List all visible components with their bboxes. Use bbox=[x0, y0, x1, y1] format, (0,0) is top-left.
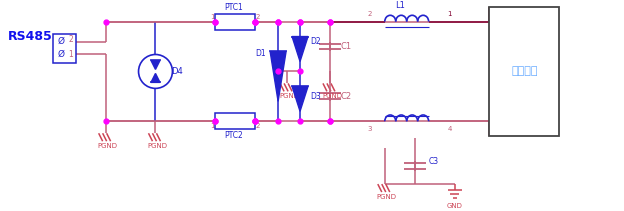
Polygon shape bbox=[151, 61, 160, 69]
Polygon shape bbox=[151, 73, 160, 83]
Text: 2: 2 bbox=[256, 123, 260, 129]
Text: GND: GND bbox=[447, 203, 462, 209]
Text: D2: D2 bbox=[310, 37, 321, 46]
Text: C1: C1 bbox=[340, 42, 351, 51]
Text: Ø: Ø bbox=[57, 50, 64, 59]
Text: 1: 1 bbox=[69, 50, 73, 59]
Text: 2: 2 bbox=[368, 11, 372, 17]
Text: 2: 2 bbox=[69, 35, 73, 44]
Text: C2: C2 bbox=[340, 92, 351, 101]
Bar bbox=[489, 7, 559, 136]
Text: D1: D1 bbox=[255, 49, 266, 58]
Polygon shape bbox=[270, 51, 286, 101]
Polygon shape bbox=[292, 86, 308, 111]
Polygon shape bbox=[292, 37, 308, 61]
Text: Ø: Ø bbox=[57, 37, 64, 46]
Text: 1: 1 bbox=[447, 11, 452, 17]
Bar bbox=[53, 34, 76, 64]
Text: PGND: PGND bbox=[279, 93, 299, 99]
Text: 3: 3 bbox=[368, 126, 372, 132]
Bar bbox=[215, 14, 255, 30]
Text: PGND: PGND bbox=[322, 93, 342, 99]
Text: PTC1: PTC1 bbox=[224, 3, 243, 12]
Text: 后级电路: 后级电路 bbox=[511, 66, 538, 76]
Text: C3: C3 bbox=[429, 157, 439, 166]
Text: 1: 1 bbox=[210, 123, 215, 129]
Text: 1: 1 bbox=[210, 14, 215, 20]
Text: PTC2: PTC2 bbox=[224, 131, 243, 140]
Text: 2: 2 bbox=[256, 14, 260, 20]
Text: D4: D4 bbox=[172, 67, 183, 76]
Text: RS485: RS485 bbox=[8, 30, 52, 43]
Text: 4: 4 bbox=[447, 126, 452, 132]
Text: D3: D3 bbox=[310, 92, 321, 101]
Bar bbox=[215, 113, 255, 129]
Text: PGND: PGND bbox=[97, 143, 118, 149]
Text: PGND: PGND bbox=[377, 194, 397, 200]
Text: PGND: PGND bbox=[147, 143, 167, 149]
Text: L1: L1 bbox=[395, 1, 405, 10]
